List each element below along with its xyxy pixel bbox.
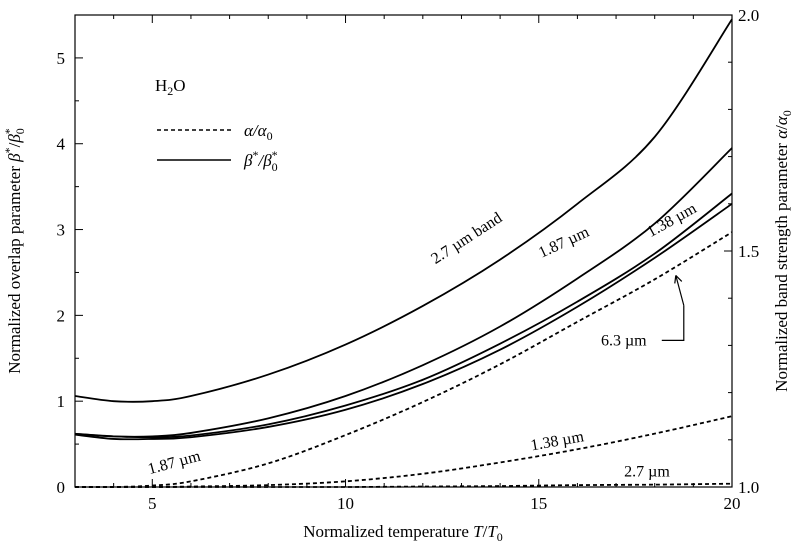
legend: H2O α/α0 β*/β* 0 (155, 76, 278, 174)
y-right-tick-label: 1.0 (738, 478, 759, 497)
legend-species-label: H2O (155, 76, 186, 98)
y-left-tick-label: 5 (57, 49, 66, 68)
y-left-tick-label: 3 (57, 221, 66, 240)
y-left-tick-label: 2 (57, 306, 66, 325)
y-right-tick-label: 2.0 (738, 6, 759, 25)
annotation-arrow-head (674, 274, 685, 306)
series-line-4 (74, 231, 733, 489)
y-left-tick-label: 1 (57, 392, 66, 411)
legend-beta-label: β*/β* 0 (243, 148, 278, 174)
axis-tick-labels: 5 10 15 20 0 1 2 3 4 5 1.0 1.5 2.0 (57, 6, 760, 513)
legend-alpha-label: α/α0 (244, 121, 273, 143)
x-tick-label: 20 (724, 494, 741, 513)
annotation-arrow (661, 305, 685, 341)
series-line-6 (74, 482, 733, 488)
y-right-tick-label: 1.5 (738, 242, 759, 261)
series-layer (74, 18, 733, 489)
annotation-label-3: 6.3 µm (601, 332, 647, 349)
annotation-label-5: 1.38 µm (529, 428, 585, 454)
x-tick-label: 5 (148, 494, 157, 513)
series-line-3 (74, 203, 733, 441)
y-left-tick-label: 4 (57, 135, 66, 154)
x-tick-label: 10 (337, 494, 354, 513)
annotation-label-2: 1.38 µm (644, 200, 700, 241)
x-tick-label: 15 (530, 494, 547, 513)
annotation-layer: 2.7 µm band 1.87 µm1.38 µm6.3 µm1.87 µm1.… (146, 200, 700, 481)
series-line-1 (74, 147, 733, 438)
x-axis-title: Normalized temperature T/T0 (303, 522, 503, 544)
y-axis-title-right: Normalized band strength parameter α/α0 (772, 110, 794, 392)
annotation-label-4: 1.87 µm (146, 448, 203, 478)
y-left-tick-label: 0 (57, 478, 66, 497)
axis-ticks (74, 14, 733, 488)
series-line-0 (74, 18, 733, 403)
annotation-label-0: 2.7 µm band (428, 210, 505, 268)
annotation-label-6: 2.7 µm (624, 464, 670, 481)
y-axis-title-left: Normalized overlap parameter β*/β*0 (2, 128, 27, 374)
series-line-2 (74, 192, 733, 439)
